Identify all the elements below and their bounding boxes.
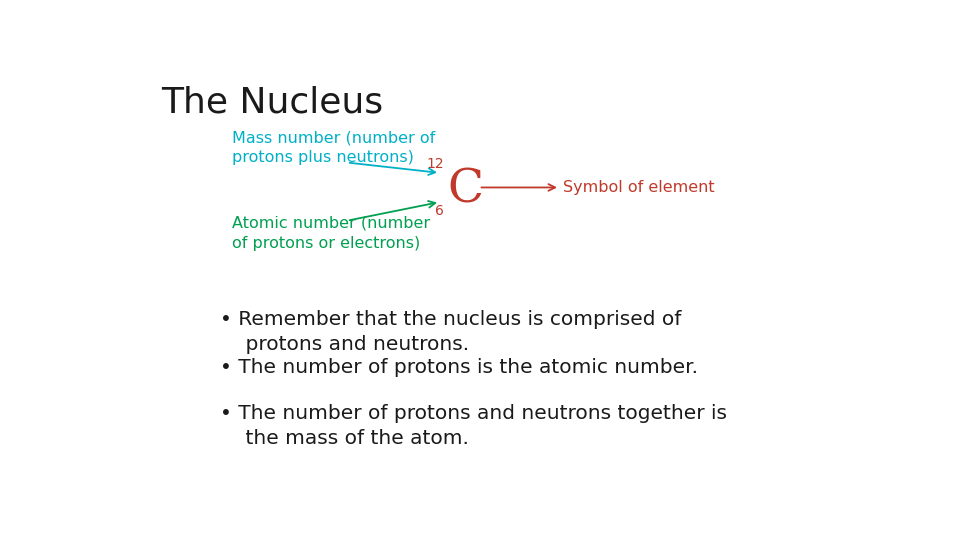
Text: Symbol of element: Symbol of element xyxy=(481,180,714,195)
Text: • The number of protons and neutrons together is
    the mass of the atom.: • The number of protons and neutrons tog… xyxy=(221,404,728,448)
Text: Mass number (number of
protons plus neutrons): Mass number (number of protons plus neut… xyxy=(231,131,435,165)
Text: 12: 12 xyxy=(426,157,444,171)
Text: 6: 6 xyxy=(435,204,444,218)
Text: Atomic number (number
of protons or electrons): Atomic number (number of protons or elec… xyxy=(231,216,430,251)
Text: C: C xyxy=(447,167,484,212)
Text: The Nucleus: The Nucleus xyxy=(161,85,383,119)
Text: • The number of protons is the atomic number.: • The number of protons is the atomic nu… xyxy=(221,358,699,377)
Text: • Remember that the nucleus is comprised of
    protons and neutrons.: • Remember that the nucleus is comprised… xyxy=(221,310,682,354)
